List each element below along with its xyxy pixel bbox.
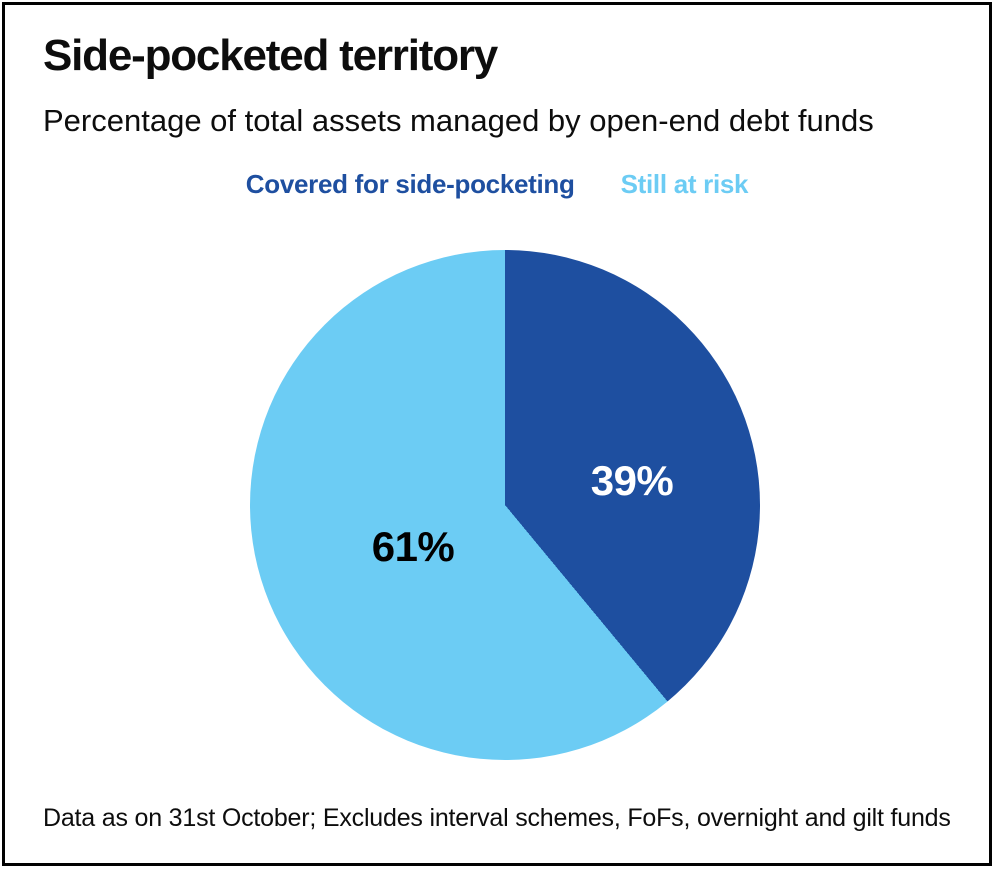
slice-label-covered: 39% <box>590 457 674 504</box>
chart-subtitle: Percentage of total assets managed by op… <box>43 103 874 138</box>
slice-label-still-at-risk: 61% <box>371 523 455 570</box>
legend-item-covered: Covered for side-pocketing <box>245 169 575 199</box>
pie-chart: 39% 61% <box>250 250 760 760</box>
chart-title: Side-pocketed territory <box>43 31 498 80</box>
chart-frame: Side-pocketed territory Percentage of to… <box>2 2 992 866</box>
legend-item-still-at-risk: Still at risk <box>620 169 749 199</box>
footnote: Data as on 31st October; Excludes interv… <box>43 804 951 832</box>
legend: Covered for side-pocketing Still at risk <box>5 169 989 200</box>
